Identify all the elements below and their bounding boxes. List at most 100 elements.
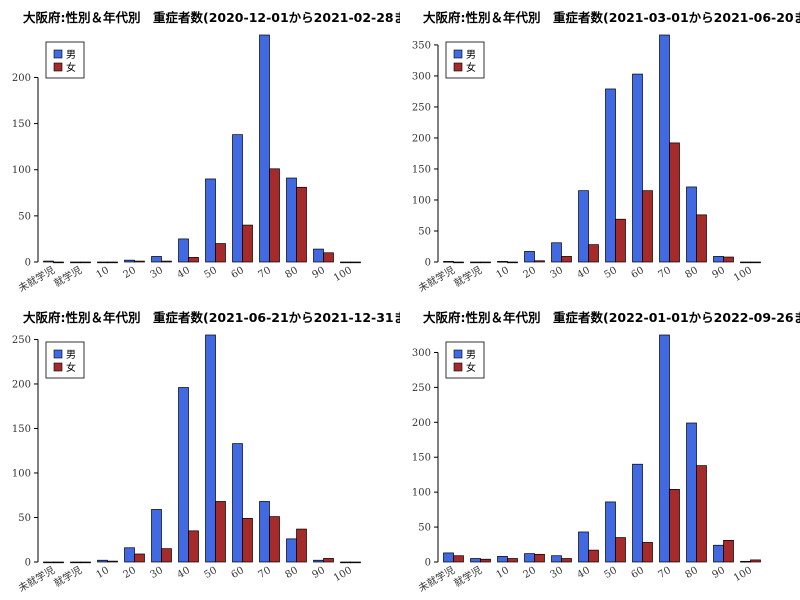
- bar-male: [232, 134, 243, 263]
- legend-swatch-male: [453, 49, 463, 59]
- bar-male: [632, 73, 643, 263]
- bar-female: [453, 261, 464, 264]
- x-tick-label: 70: [656, 565, 673, 581]
- y-tick-label: 250: [12, 335, 31, 346]
- y-tick-label: 200: [12, 73, 31, 84]
- bar-female: [534, 260, 545, 263]
- bar-male: [605, 501, 616, 563]
- x-tick-label: 100: [332, 265, 354, 284]
- bar-female: [480, 558, 491, 563]
- bar-female: [323, 252, 334, 263]
- bar-male: [259, 501, 270, 563]
- legend-swatch-female: [53, 362, 63, 372]
- legend-swatch-female: [453, 62, 463, 72]
- x-tick-label: 60: [229, 265, 246, 281]
- y-tick-label: 150: [12, 424, 31, 435]
- chart-title: 大阪府:性別＆年代別 重症者数(2021-06-21から2021-12-31まで…: [23, 310, 400, 325]
- bar-female: [588, 549, 599, 563]
- x-tick-label: 80: [283, 565, 300, 581]
- x-tick-label: 30: [548, 565, 565, 581]
- bar-male: [578, 190, 589, 263]
- bar-male: [43, 561, 54, 564]
- x-tick-label: 50: [202, 565, 219, 581]
- x-tick-label: 就学児: [52, 263, 84, 289]
- x-tick-label: 未就学児: [416, 563, 457, 594]
- bar-male: [124, 259, 135, 263]
- y-tick-label: 50: [18, 211, 31, 222]
- chart-svg-3: 大阪府:性別＆年代別 重症者数(2021-06-21から2021-12-31まで…: [12, 310, 400, 595]
- legend-label-male: 男: [66, 349, 76, 361]
- bar-female: [242, 224, 253, 263]
- y-tick-label: 150: [412, 453, 431, 464]
- legend-label-female: 女: [66, 61, 76, 74]
- bar-female: [188, 530, 199, 563]
- x-tick-label: 70: [256, 265, 273, 281]
- bar-female: [269, 168, 280, 263]
- bar-male: [497, 261, 508, 263]
- bar-female: [642, 542, 653, 563]
- x-tick-label: 90: [310, 265, 327, 281]
- bar-male: [178, 387, 189, 563]
- legend-swatch-male: [53, 349, 63, 359]
- bar-male: [740, 261, 751, 264]
- x-tick-label: 就学児: [52, 563, 84, 589]
- legend: 男女: [445, 341, 485, 379]
- legend: 男女: [45, 41, 85, 79]
- x-tick-label: 未就学児: [16, 563, 57, 594]
- bar-female: [350, 261, 361, 264]
- chart-panel-4: 大阪府:性別＆年代別 重症者数(2022-01-01から2022-09-26まで…: [400, 300, 800, 600]
- legend-label-male: 男: [466, 49, 476, 61]
- x-tick-label: 就学児: [452, 563, 484, 589]
- bar-female: [561, 558, 572, 563]
- legend: 男女: [445, 41, 485, 79]
- chart-title: 大阪府:性別＆年代別 重症者数(2021-03-01から2021-06-20まで…: [423, 10, 800, 25]
- bar-male: [605, 88, 616, 263]
- bar-female: [561, 256, 572, 263]
- bar-female: [269, 516, 280, 563]
- bar-female: [615, 218, 626, 263]
- y-tick-label: 50: [18, 513, 31, 524]
- y-tick-label: 150: [412, 164, 431, 175]
- bar-male: [551, 555, 562, 563]
- x-tick-label: 10: [94, 265, 111, 281]
- bar-female: [750, 261, 761, 264]
- chart-svg-2: 大阪府:性別＆年代別 重症者数(2021-03-01から2021-06-20まで…: [412, 10, 800, 295]
- bar-female: [242, 518, 253, 563]
- chart-panel-2: 大阪府:性別＆年代別 重症者数(2021-03-01から2021-06-20まで…: [400, 0, 800, 300]
- bar-male: [740, 560, 751, 563]
- bar-female: [669, 489, 680, 563]
- bar-male: [313, 559, 324, 563]
- y-tick-label: 0: [425, 558, 431, 569]
- x-tick-label: 80: [283, 265, 300, 281]
- x-tick-label: 60: [229, 565, 246, 581]
- x-tick-label: 未就学児: [416, 263, 457, 294]
- bar-female: [53, 561, 64, 564]
- legend-swatch-female: [453, 362, 463, 372]
- x-tick-label: 80: [683, 265, 700, 281]
- bar-male: [340, 261, 351, 264]
- y-tick-label: 300: [412, 348, 431, 359]
- x-tick-label: 30: [148, 565, 165, 581]
- bar-female: [107, 261, 118, 264]
- bar-female: [507, 261, 518, 264]
- y-tick-label: 300: [412, 71, 431, 82]
- bar-male: [205, 178, 216, 263]
- legend-label-male: 男: [466, 349, 476, 361]
- bar-male: [97, 261, 108, 264]
- bar-male: [340, 561, 351, 564]
- y-tick-label: 200: [12, 379, 31, 390]
- bar-male: [97, 559, 108, 563]
- y-tick-label: 100: [412, 195, 431, 206]
- bar-male: [578, 531, 589, 563]
- bar-female: [134, 553, 145, 563]
- chart-panel-3: 大阪府:性別＆年代別 重症者数(2021-06-21から2021-12-31まで…: [0, 300, 400, 600]
- bar-male: [713, 544, 724, 563]
- x-tick-label: 20: [121, 565, 138, 581]
- x-tick-label: 10: [494, 565, 511, 581]
- x-tick-label: 40: [175, 265, 192, 281]
- bar-male: [524, 251, 535, 263]
- bar-female: [723, 256, 734, 263]
- bar-male: [686, 422, 697, 563]
- bar-male: [178, 238, 189, 263]
